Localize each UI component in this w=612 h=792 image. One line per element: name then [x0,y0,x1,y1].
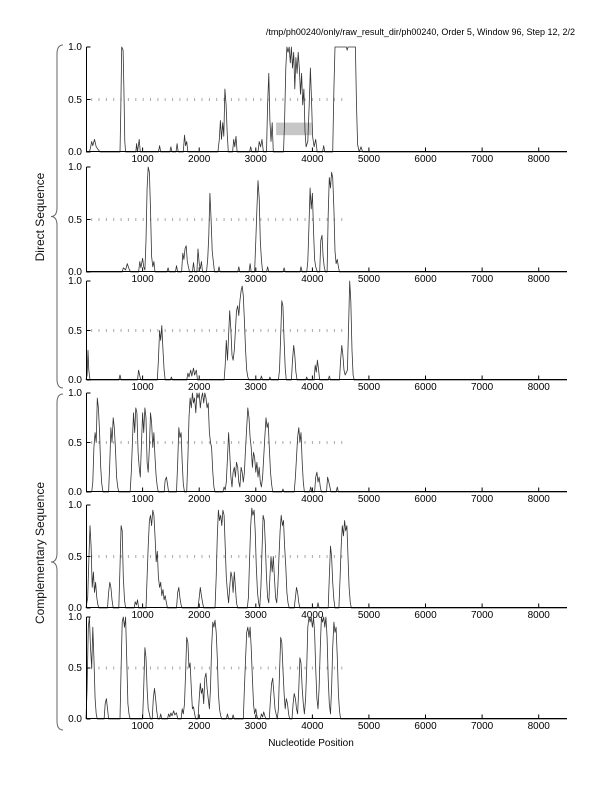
x-tick-label: 3000 [244,274,267,285]
y-tick-label: 0.5 [68,437,82,449]
x-tick-label: 7000 [470,382,494,393]
x-tick-label: 6000 [414,721,437,732]
y-tick-label: 0.0 [68,267,82,278]
x-tick-label: 4000 [301,610,324,621]
x-tick-label: 2000 [188,274,211,285]
x-tick-label: 7000 [470,274,494,285]
direct-sequence-label: Direct Sequence [33,172,47,262]
x-tick-label: 4000 [301,494,324,505]
complementary-sequence-label: Complementary Sequence [33,481,47,625]
y-tick-label: 0.5 [68,214,82,226]
x-tick-label: 6000 [414,610,437,621]
x-tick-label: 5000 [357,494,381,505]
probability-curve [85,616,567,720]
panel-plot-3 [85,280,567,381]
x-tick-label: 3000 [244,382,267,393]
x-tick-label: 4000 [301,274,324,285]
x-tick-label: 2000 [188,382,211,393]
x-tick-label: 8000 [527,610,550,621]
x-tick-label: 3000 [244,154,267,165]
x-tick-label: 7000 [470,721,494,732]
y-tick-label: 0.0 [68,714,82,725]
axis-ticks [86,616,540,720]
probability-curve [86,392,567,493]
x-tick-label: 6000 [414,154,437,165]
x-tick-label: 1000 [131,721,154,732]
y-tick-label: 1.0 [68,388,82,399]
x-tick-label: 1000 [131,382,154,393]
threshold-line-0.5 [91,218,343,221]
axis-ticks [86,46,540,153]
x-tick-label: 7000 [470,494,494,505]
axis-ticks [86,392,540,493]
y-tick-label: 0.0 [68,487,82,498]
x-tick-label: 2000 [188,154,211,165]
y-tick-label: 0.0 [68,603,82,614]
x-tick-label: 1000 [131,274,154,285]
threshold-line-0.5 [91,666,343,670]
axis-ticks [86,280,540,381]
threshold-line-0.5 [91,98,343,101]
x-tick-label: 5000 [357,154,381,165]
x-tick-label: 8000 [527,721,550,732]
x-tick-label: 2000 [188,494,211,505]
y-tick-label: 1.0 [68,500,82,511]
y-tick-label: 1.0 [68,612,82,623]
page-title: /tmp/ph00240/only/raw_result_dir/ph00240… [265,27,575,37]
y-tick-label: 1.0 [68,42,82,53]
x-axis-title: Nucleotide Position [268,738,354,749]
axis-ticks [86,166,540,273]
y-tick-label: 0.5 [68,325,82,337]
y-tick-label: 0.5 [68,663,82,674]
panel-plot-6 [85,616,567,720]
x-tick-label: 3000 [244,494,267,505]
x-tick-label: 1000 [131,154,154,165]
x-tick-label: 5000 [357,382,381,393]
x-tick-label: 2000 [188,610,211,621]
x-tick-label: 5000 [357,274,381,285]
probability-curve [86,46,567,153]
x-tick-label: 6000 [414,382,437,393]
x-tick-label: 4000 [301,382,324,393]
threshold-line-0.5 [91,329,343,332]
y-tick-label: 0.0 [68,147,82,158]
y-tick-label: 0.5 [68,94,82,106]
x-tick-label: 3000 [244,721,267,732]
probability-curve [86,166,567,273]
x-tick-label: 8000 [527,274,550,285]
panel-plot-4 [86,392,567,493]
coding-region-box [276,122,312,136]
x-tick-label: 7000 [470,154,494,165]
y-tick-label: 1.0 [68,162,82,173]
x-tick-label: 8000 [527,154,550,165]
probability-curve [85,507,567,609]
panel-plot-5 [85,504,567,609]
x-tick-label: 4000 [301,154,324,165]
x-tick-label: 7000 [470,610,494,621]
x-tick-label: 5000 [357,610,381,621]
x-tick-label: 8000 [527,382,550,393]
x-tick-label: 2000 [188,721,211,732]
x-tick-label: 1000 [131,494,154,505]
y-tick-label: 0.5 [68,551,82,563]
axis-ticks [86,504,540,609]
y-tick-label: 1.0 [68,276,82,287]
x-tick-label: 1000 [131,610,154,621]
y-tick-label: 0.0 [68,375,82,386]
x-tick-label: 5000 [357,721,381,732]
panel-plot-1 [86,46,567,153]
x-tick-label: 8000 [527,494,550,505]
panel-plot-2 [86,166,567,273]
x-tick-label: 6000 [414,494,437,505]
threshold-line-0.5 [91,441,343,444]
x-tick-label: 6000 [414,274,437,285]
x-tick-label: 3000 [244,610,267,621]
x-tick-label: 4000 [301,721,324,732]
